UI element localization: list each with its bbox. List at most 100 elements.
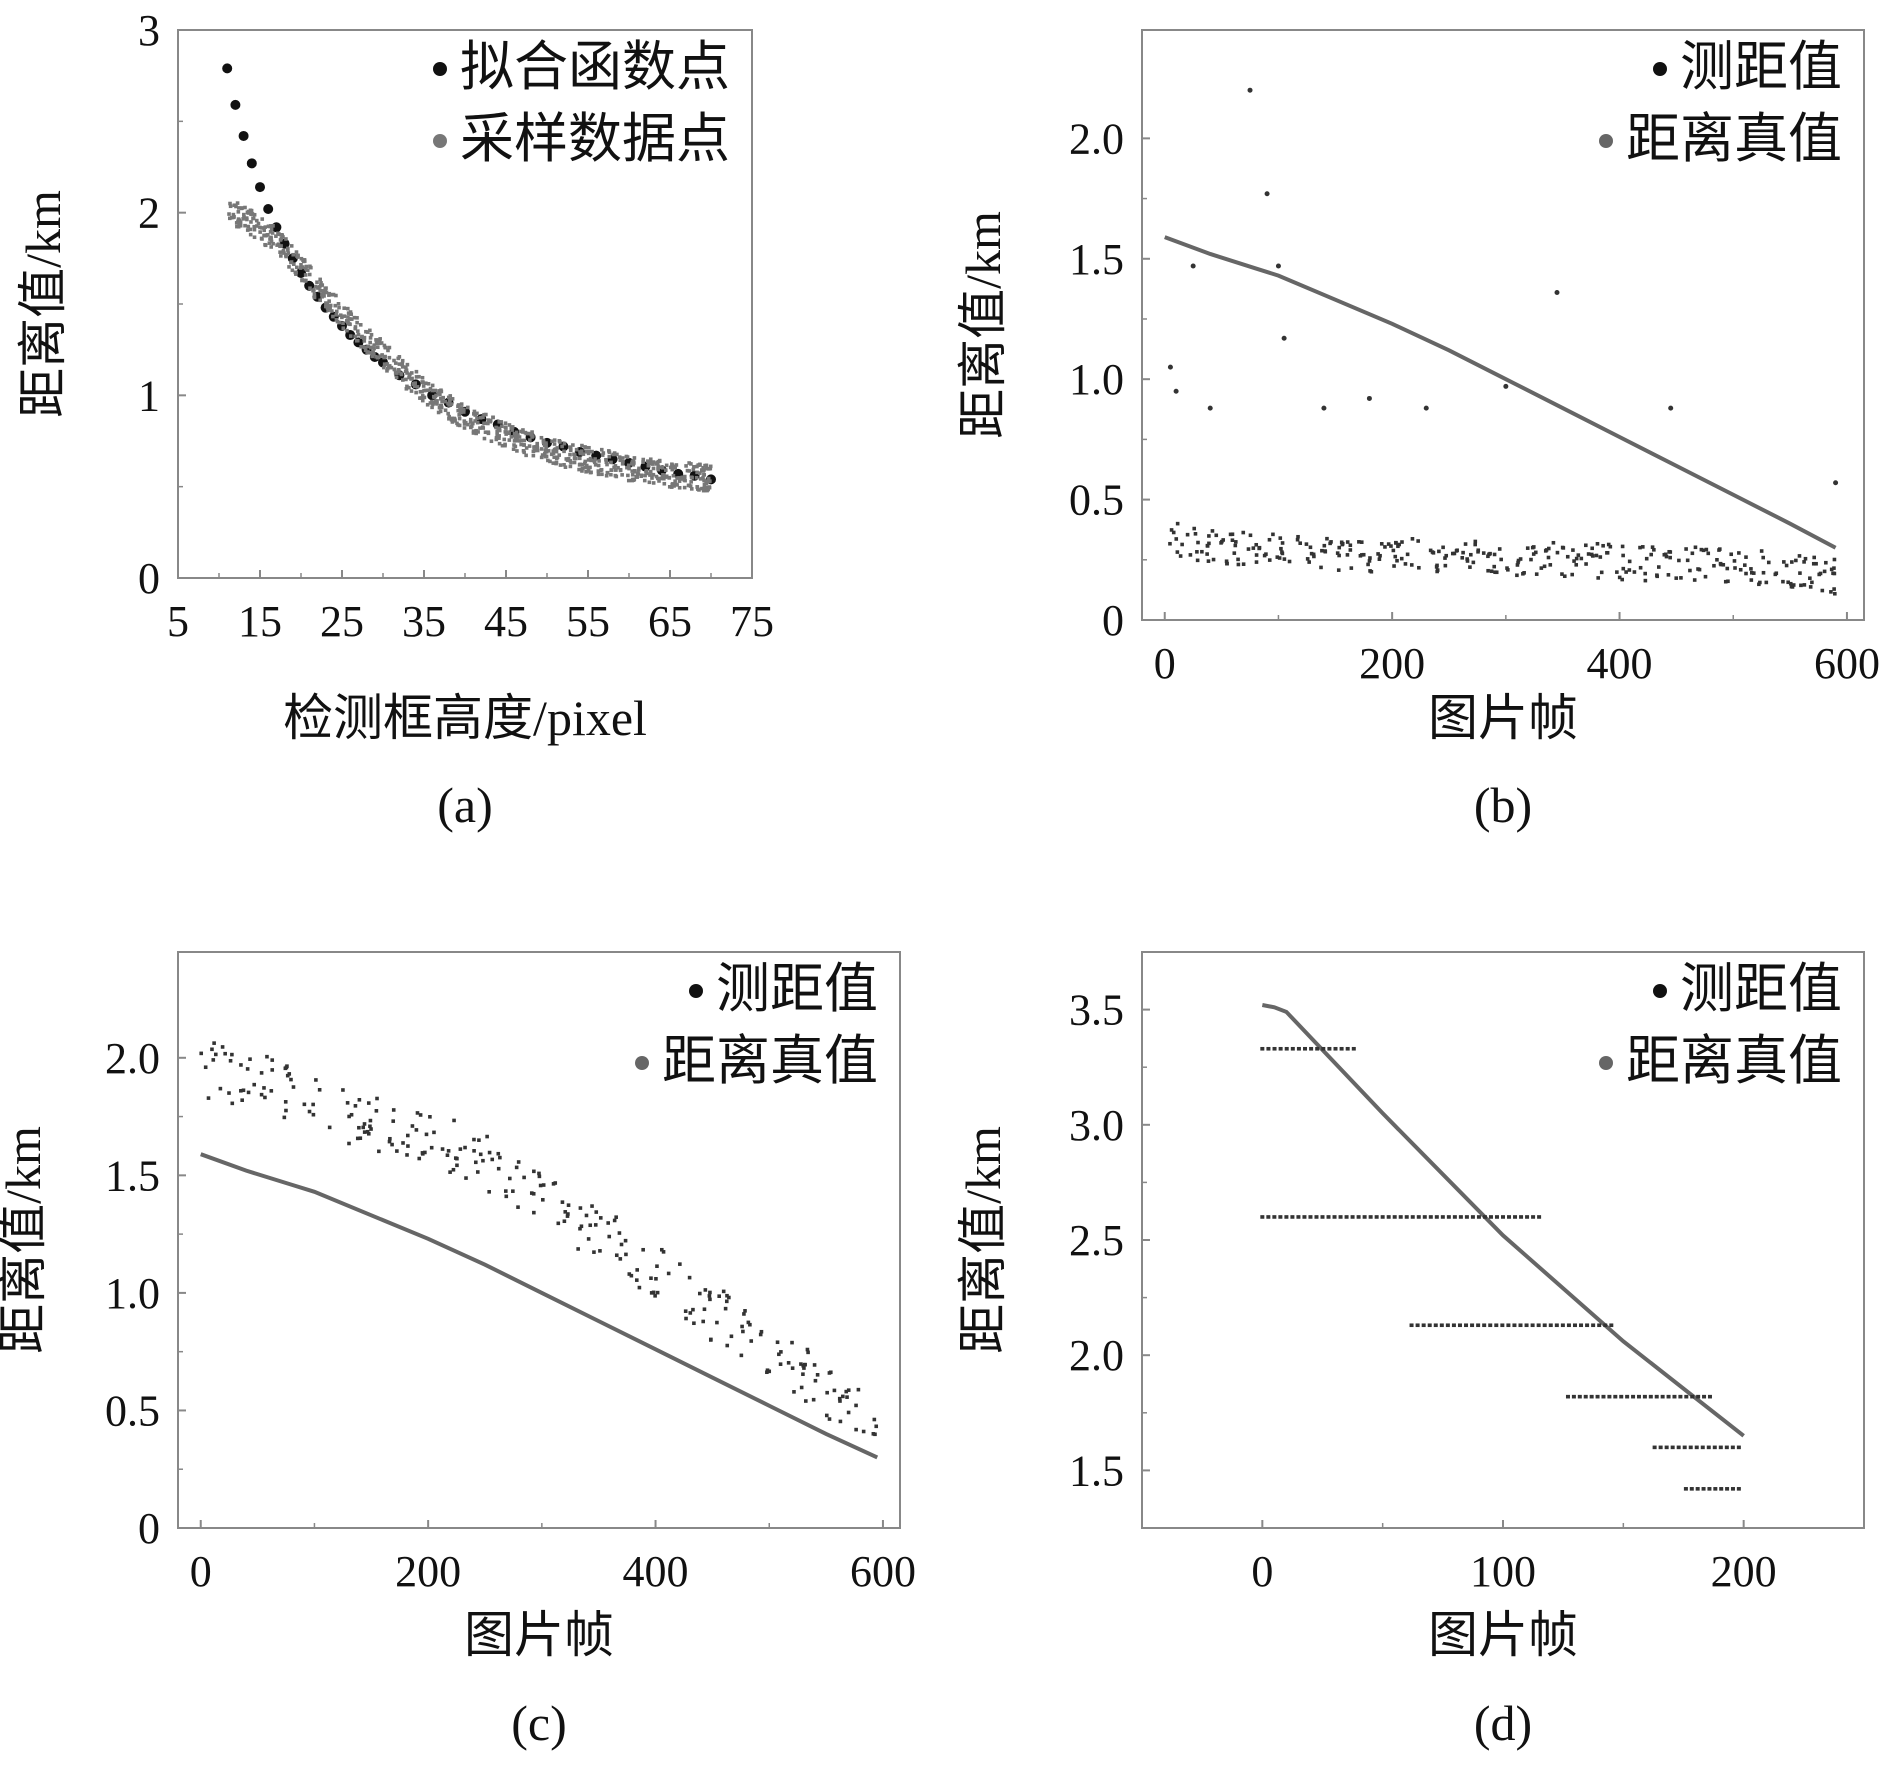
data-point — [552, 442, 557, 446]
data-point — [296, 267, 306, 278]
data-point — [318, 288, 322, 293]
data-point — [1376, 552, 1380, 556]
data-point — [1712, 563, 1716, 568]
data-point — [230, 1101, 235, 1106]
data-point — [630, 461, 634, 466]
data-point — [1315, 1046, 1320, 1051]
data-point — [1476, 549, 1480, 554]
data-point — [1607, 1394, 1612, 1399]
data-point — [702, 468, 706, 472]
data-point — [341, 321, 345, 326]
data-point — [706, 476, 711, 481]
data-point — [1518, 1323, 1523, 1328]
data-point — [592, 1250, 596, 1254]
data-point — [1799, 583, 1803, 588]
data-point — [281, 235, 285, 239]
data-point — [252, 227, 257, 232]
data-point — [1534, 572, 1539, 576]
data-point — [446, 395, 451, 400]
data-point — [235, 224, 239, 229]
data-point — [580, 443, 584, 448]
data-point — [637, 466, 641, 471]
data-point — [428, 386, 433, 391]
data-point — [238, 220, 243, 225]
data-point — [1642, 1394, 1647, 1399]
data-point — [1264, 191, 1270, 197]
data-point — [294, 272, 298, 276]
data-point — [476, 430, 480, 434]
data-point — [395, 371, 399, 375]
data-point — [742, 1312, 746, 1316]
data-point — [597, 459, 601, 463]
data-point — [468, 417, 473, 422]
data-point — [304, 264, 309, 269]
data-point — [641, 460, 645, 464]
data-point — [650, 462, 655, 466]
data-point — [1723, 579, 1728, 584]
data-point — [511, 1189, 515, 1193]
data-point — [1383, 545, 1387, 549]
data-point — [1410, 1215, 1415, 1219]
data-point — [1832, 571, 1837, 576]
data-point — [302, 1102, 307, 1107]
data-point — [439, 396, 443, 401]
data-point — [447, 399, 452, 403]
data-point — [664, 475, 668, 479]
data-point — [1469, 552, 1473, 557]
data-point — [1493, 570, 1497, 575]
data-point — [562, 441, 567, 446]
data-point — [1224, 559, 1229, 564]
data-point — [1247, 87, 1253, 93]
data-point — [231, 212, 236, 217]
data-point — [1529, 557, 1533, 562]
data-point — [600, 453, 605, 457]
data-point — [786, 1361, 791, 1365]
data-point — [1443, 563, 1448, 568]
data-point — [1507, 1215, 1512, 1219]
data-point — [806, 1350, 810, 1355]
legend-marker — [1599, 134, 1613, 148]
data-point — [451, 1167, 456, 1172]
data-point — [440, 1147, 445, 1151]
data-point — [392, 358, 396, 363]
data-point — [657, 458, 662, 463]
data-point — [1476, 1323, 1481, 1328]
data-point — [1320, 548, 1324, 553]
data-point — [1323, 549, 1328, 554]
data-point — [1554, 1323, 1559, 1328]
data-point — [328, 306, 332, 310]
data-point — [1690, 551, 1695, 556]
data-point — [521, 449, 526, 453]
data-point — [651, 472, 656, 477]
data-point — [584, 445, 588, 450]
data-point — [1489, 569, 1494, 574]
data-point — [609, 460, 613, 465]
x-tick-label: 200 — [1359, 639, 1425, 688]
data-point — [1693, 545, 1698, 550]
legend-label: 测距值 — [1680, 959, 1842, 1019]
data-point — [579, 1224, 584, 1229]
data-point — [1309, 551, 1314, 556]
data-point — [218, 1086, 223, 1091]
data-point — [475, 420, 480, 425]
data-point — [1513, 1215, 1518, 1219]
data-point — [300, 265, 305, 269]
data-point — [688, 484, 693, 488]
data-point — [1632, 570, 1637, 574]
data-point — [1699, 547, 1704, 552]
data-point — [397, 362, 402, 366]
data-point — [1749, 567, 1753, 571]
data-point — [1679, 576, 1683, 580]
data-point — [623, 1238, 628, 1243]
data-point — [433, 388, 438, 393]
data-point — [551, 461, 556, 465]
data-point — [1695, 1487, 1700, 1491]
data-point — [687, 1275, 692, 1280]
data-point — [1282, 557, 1287, 561]
data-point — [450, 397, 455, 401]
data-point — [1521, 571, 1525, 576]
data-point — [1791, 583, 1796, 587]
data-point — [690, 475, 694, 480]
data-point — [562, 1219, 567, 1224]
x-axis-label: 图片帧 — [1428, 1607, 1578, 1663]
